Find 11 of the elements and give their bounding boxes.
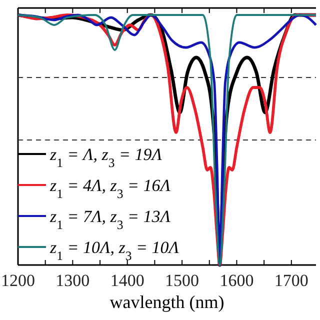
x-tick-label: 1600: [220, 271, 254, 290]
x-tick-label: 1300: [56, 271, 90, 290]
x-tick-label: 1700: [274, 271, 308, 290]
legend-label: z$_{1}$ = 4Λ, z$_{3}$ = 16Λ: [49, 176, 172, 201]
legend-label: z$_{1}$ = 7Λ, z$_{3}$ = 13Λ: [49, 207, 172, 232]
x-tick-label: 1500: [165, 271, 200, 290]
legend-label: z$_{1}$ = 10Λ, z$_{3}$ = 10Λ: [49, 238, 180, 263]
x-axis-title: wavlength (nm): [110, 292, 224, 312]
x-tick-label: 1200: [1, 271, 35, 290]
legend-label: z$_{1}$ = Λ, z$_{3}$ = 19Λ: [49, 145, 163, 170]
x-tick-label: 1400: [110, 271, 144, 290]
